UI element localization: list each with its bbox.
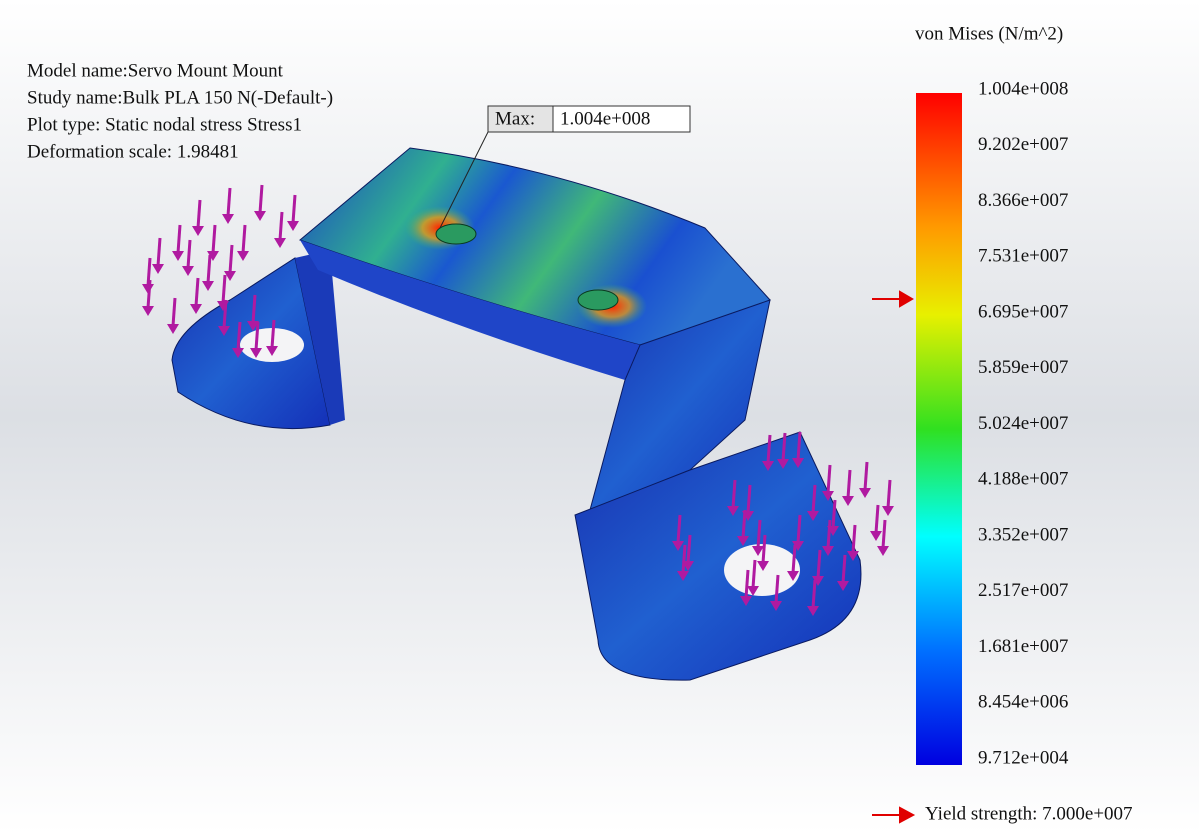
load-arrow-shaft xyxy=(280,212,282,240)
legend-tick-label: 9.202e+007 xyxy=(978,134,1068,155)
load-arrow-shaft xyxy=(683,545,685,573)
info-line: Deformation scale: 1.98481 xyxy=(27,141,239,162)
info-line: Study name:Bulk PLA 150 N(-Default-) xyxy=(27,87,333,108)
legend-tick-label: 8.366e+007 xyxy=(978,190,1068,211)
legend-tick-label: 8.454e+006 xyxy=(978,692,1068,713)
info-line: Model name:Servo Mount Mount xyxy=(27,60,284,81)
load-arrow-shaft xyxy=(783,433,785,461)
right-hole xyxy=(724,544,800,596)
load-arrow-shaft xyxy=(865,462,867,490)
page: Model name:Servo Mount Mount Study name:… xyxy=(0,0,1199,834)
load-arrow-shaft xyxy=(256,322,258,350)
load-arrow-shaft xyxy=(876,505,878,533)
load-arrow-shaft xyxy=(293,195,295,223)
legend-tick-label: 1.004e+008 xyxy=(978,78,1068,99)
legend-tick-label: 6.695e+007 xyxy=(978,301,1068,322)
load-arrow-shaft xyxy=(272,320,274,348)
load-arrow-shaft xyxy=(748,485,750,513)
load-arrow-shaft xyxy=(818,550,820,578)
load-arrow-shaft xyxy=(746,570,748,598)
load-arrow-shaft xyxy=(688,535,690,563)
legend-tick-label: 9.712e+004 xyxy=(978,747,1069,768)
load-arrow-shaft xyxy=(753,560,755,588)
load-arrow-shaft xyxy=(776,575,778,603)
load-arrow-shaft xyxy=(148,280,150,308)
load-arrow-shaft xyxy=(763,535,765,563)
load-arrow-shaft xyxy=(888,480,890,508)
load-arrow-shaft xyxy=(843,555,845,583)
info-line: Plot type: Static nodal stress Stress1 xyxy=(27,114,302,135)
load-arrow-shaft xyxy=(743,510,745,538)
load-arrow-shaft xyxy=(798,515,800,543)
load-arrow-shaft xyxy=(883,520,885,548)
legend-title: von Mises (N/m^2) xyxy=(915,23,1063,44)
legend-tick-label: 5.859e+007 xyxy=(978,357,1068,378)
load-arrow-shaft xyxy=(243,225,245,253)
legend-tick-label: 7.531e+007 xyxy=(978,246,1068,267)
load-arrow-shaft xyxy=(228,188,230,216)
load-arrow-shaft xyxy=(198,200,200,228)
load-arrow-shaft xyxy=(173,298,175,326)
load-arrow-shaft xyxy=(238,322,240,350)
load-arrow-shaft xyxy=(260,185,262,213)
load-arrow-shaft xyxy=(253,295,255,323)
legend-tick-label: 4.188e+007 xyxy=(978,469,1068,490)
load-arrow-shaft xyxy=(158,238,160,266)
load-arrow-shaft xyxy=(213,225,215,253)
viewport: Model name:Servo Mount Mount Study name:… xyxy=(0,0,1199,834)
load-arrow-shaft xyxy=(848,470,850,498)
load-arrow-shaft xyxy=(733,480,735,508)
load-arrow-shaft xyxy=(178,225,180,253)
load-arrow-shaft xyxy=(793,545,795,573)
load-arrow-shaft xyxy=(678,515,680,543)
legend-tick-label: 1.681e+007 xyxy=(978,636,1068,657)
color-bar xyxy=(916,93,962,765)
bolt-hole xyxy=(578,290,618,310)
load-arrow-shaft xyxy=(223,275,225,303)
load-arrow-shaft xyxy=(758,520,760,548)
legend-tick-label: 5.024e+007 xyxy=(978,413,1068,434)
load-arrow-shaft xyxy=(224,300,226,328)
yield-label: Yield strength: 7.000e+007 xyxy=(925,803,1133,824)
load-arrow-shaft xyxy=(196,278,198,306)
load-arrow-shaft xyxy=(813,580,815,608)
legend-tick-label: 3.352e+007 xyxy=(978,524,1068,545)
load-arrow-shaft xyxy=(798,432,800,460)
load-arrow-shaft xyxy=(833,500,835,528)
bolt-hole xyxy=(436,224,476,244)
load-arrow-shaft xyxy=(853,525,855,553)
load-arrow-shaft xyxy=(188,240,190,268)
load-arrow-shaft xyxy=(828,465,830,493)
load-arrow-shaft xyxy=(230,245,232,273)
load-arrow-shaft xyxy=(208,255,210,283)
load-arrow-shaft xyxy=(768,435,770,463)
max-value: 1.004e+008 xyxy=(560,108,650,129)
legend-tick-label: 2.517e+007 xyxy=(978,580,1068,601)
load-arrow-shaft xyxy=(828,520,830,548)
load-arrow-shaft xyxy=(813,485,815,513)
max-label: Max: xyxy=(495,108,535,129)
